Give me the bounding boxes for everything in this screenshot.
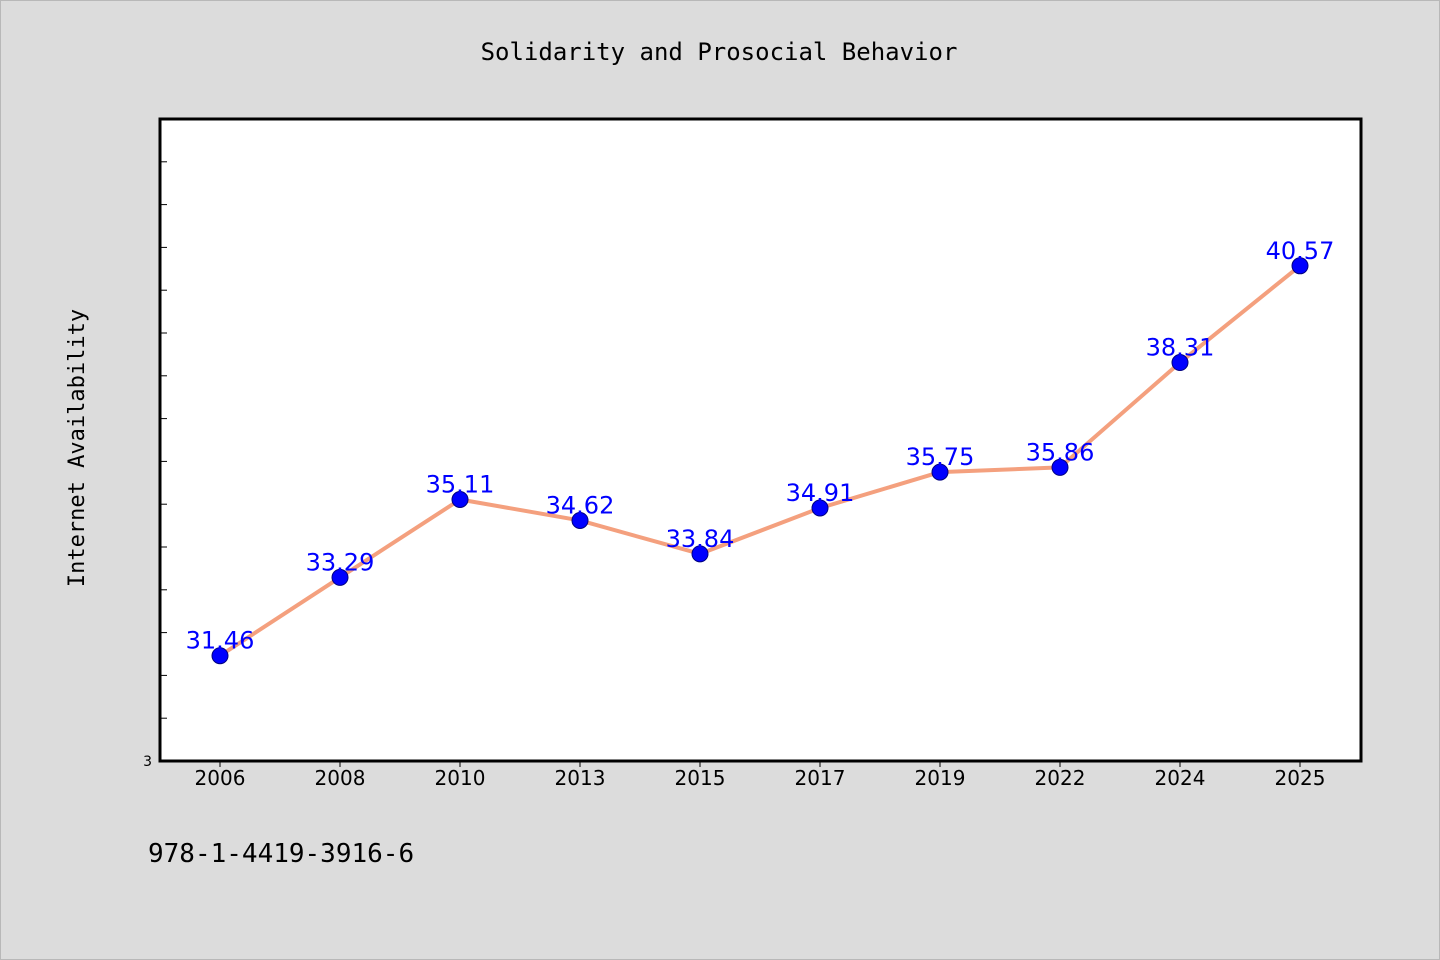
x-tick-label: 2024: [1155, 766, 1206, 790]
data-labels: 31.46 33.29 35.11 34.62 33.84 34.91 35.75 35.86…: [186, 237, 1335, 655]
series-markers: [211, 257, 1309, 665]
x-tick-label: 2022: [1035, 766, 1086, 790]
x-tick-label: 2013: [555, 766, 606, 790]
x-tick-label: 2019: [915, 766, 966, 790]
data-label: 35.11: [426, 470, 495, 498]
data-point: [1051, 458, 1069, 476]
data-point: [931, 463, 949, 481]
x-tick-label: 2006: [195, 766, 246, 790]
plot-frame: [158, 117, 1363, 763]
x-tick-label: 2015: [675, 766, 726, 790]
data-point: [331, 568, 349, 586]
x-tick-label: 2017: [795, 766, 846, 790]
chart-title: Solidarity and Prosocial Behavior: [481, 38, 958, 66]
data-label: 33.29: [306, 548, 375, 576]
data-label: 31.46: [186, 627, 255, 655]
data-label: 35.86: [1026, 438, 1095, 466]
x-tick-label: 2025: [1275, 766, 1326, 790]
data-point: [1171, 354, 1189, 372]
isbn-footer: 978-1-4419-3916-6: [148, 839, 414, 869]
data-point: [451, 490, 469, 508]
data-label: 33.84: [666, 525, 735, 553]
x-tick-label: 2010: [435, 766, 486, 790]
x-tick-label: 2008: [315, 766, 366, 790]
y-tick-label: 3: [143, 754, 152, 770]
plot-area: [160, 119, 1361, 761]
data-label: 34.62: [546, 491, 615, 519]
data-point: [211, 647, 229, 665]
data-point: [811, 499, 829, 517]
data-label: 38.31: [1146, 334, 1215, 362]
data-point: [691, 545, 709, 563]
data-label: 40.57: [1266, 237, 1335, 265]
series-line: [218, 264, 1302, 658]
data-point: [571, 511, 589, 529]
x-axis-ticks: 2006 2008 2010 2013 2015 2017 2019 2022 2024 2025: [195, 761, 1326, 790]
data-label: 35.75: [906, 443, 975, 471]
data-label: 34.91: [786, 479, 855, 507]
y-axis-label: Internet Availability: [65, 309, 90, 587]
data-point: [1291, 257, 1309, 275]
